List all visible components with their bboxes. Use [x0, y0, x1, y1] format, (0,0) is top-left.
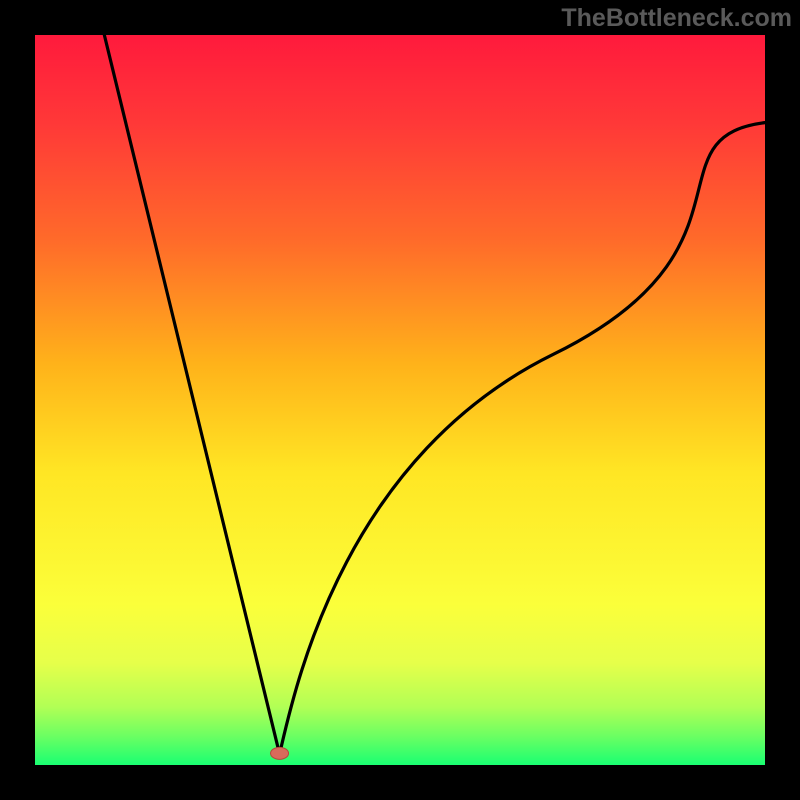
plot-area: [35, 35, 765, 765]
watermark-text: TheBottleneck.com: [561, 4, 792, 33]
figure-container: TheBottleneck.com: [0, 0, 800, 800]
